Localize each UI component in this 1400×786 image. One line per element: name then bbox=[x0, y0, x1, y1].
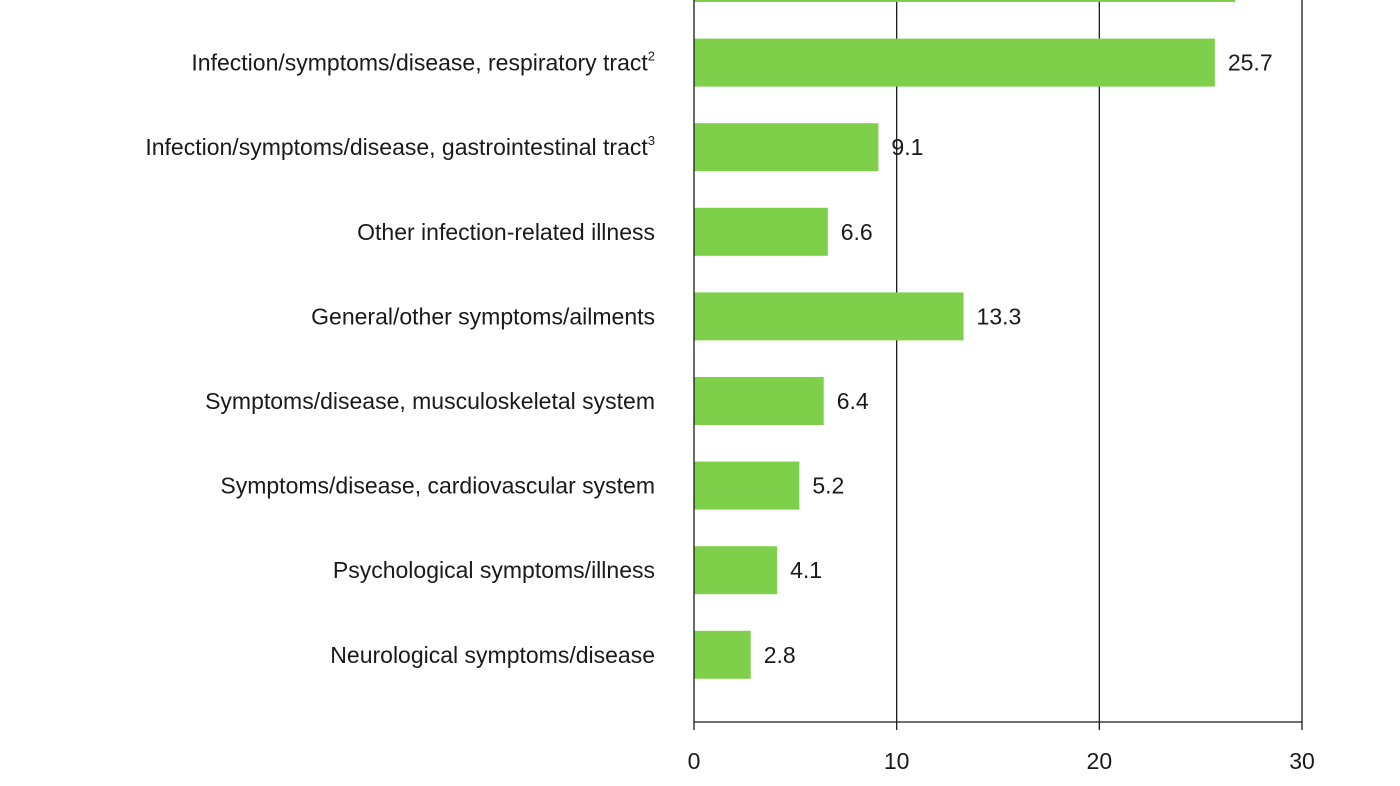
category-label-1: Infection/symptoms/disease, respiratory … bbox=[191, 49, 655, 76]
value-label-6: 5.2 bbox=[812, 473, 844, 499]
category-label-7: Psychological symptoms/illness bbox=[333, 557, 655, 583]
category-label-8: Neurological symptoms/disease bbox=[330, 642, 655, 668]
value-label-4: 13.3 bbox=[977, 303, 1022, 329]
bar-4 bbox=[694, 292, 964, 341]
bar-2 bbox=[694, 123, 879, 172]
bar-8 bbox=[694, 630, 751, 679]
category-label-5: Symptoms/disease, musculoskeletal system bbox=[205, 388, 655, 414]
x-tick-label-20: 20 bbox=[1087, 748, 1113, 774]
bar-1 bbox=[694, 38, 1215, 87]
bar-5 bbox=[694, 377, 824, 425]
x-tick-label-30: 30 bbox=[1289, 748, 1315, 774]
bar-layer bbox=[694, 0, 1236, 679]
category-label-3: Other infection-related illness bbox=[357, 219, 655, 245]
x-tick-label-10: 10 bbox=[884, 748, 910, 774]
value-label-2: 9.1 bbox=[891, 134, 923, 160]
value-label-3: 6.6 bbox=[841, 219, 873, 245]
grid-layer bbox=[896, 0, 1303, 722]
x-tick-label-0: 0 bbox=[688, 748, 701, 774]
category-label-6: Symptoms/disease, cardiovascular system bbox=[220, 473, 655, 499]
value-label-5: 6.4 bbox=[837, 388, 869, 414]
category-label-4: General/other symptoms/ailments bbox=[311, 303, 655, 329]
bar-7 bbox=[694, 546, 778, 595]
value-label-8: 2.8 bbox=[764, 642, 796, 668]
bar-3 bbox=[694, 207, 828, 256]
bar-0 bbox=[694, 0, 1236, 2]
axis-layer: 0 10 20 30 bbox=[688, 0, 1315, 774]
category-label-2: Infection/symptoms/disease, gastrointest… bbox=[145, 133, 655, 160]
value-label-1: 25.7 bbox=[1228, 50, 1273, 76]
value-label-7: 4.1 bbox=[790, 557, 822, 583]
label-layer: 25.7 Infection/symptoms/disease, respirat… bbox=[145, 49, 1272, 668]
bar-6 bbox=[694, 461, 800, 510]
